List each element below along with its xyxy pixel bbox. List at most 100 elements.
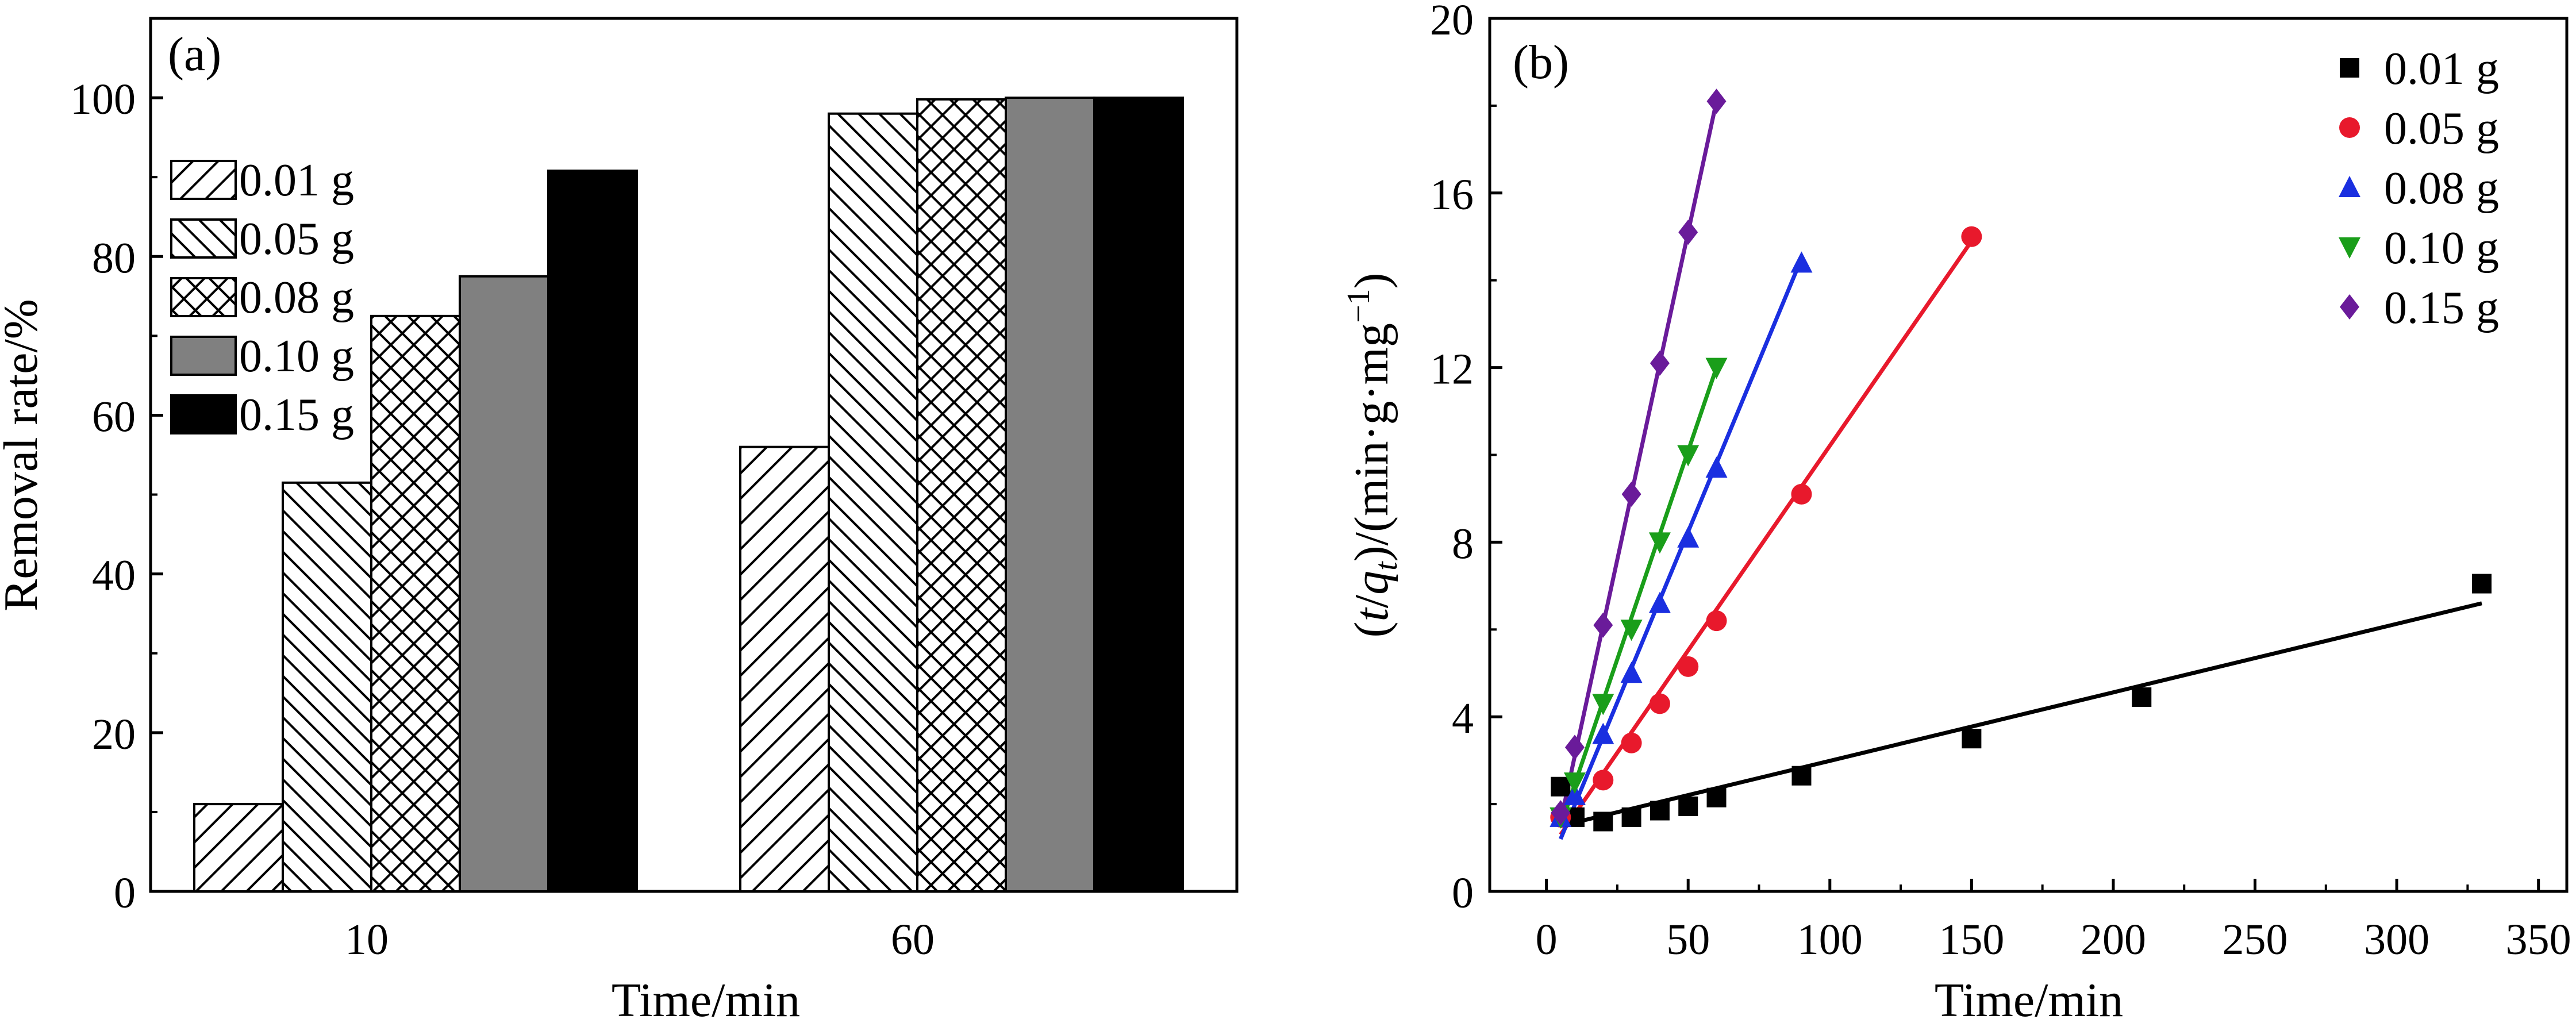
legend-label: 0.05 g [2384,103,2499,154]
y-axis-label-a: Removal rate/% [0,299,48,611]
point-0-05-g [1678,656,1699,677]
point-0-15-g [1621,481,1641,507]
point-0-10-g [1620,620,1643,641]
x-tick-label: 50 [1666,916,1710,964]
legend-marker [2339,117,2360,138]
y-label-open: ( [1345,622,1398,638]
x-tick-label: 350 [2506,916,2571,964]
point-0-10-g [1563,772,1586,794]
y-tick-label: 20 [92,710,136,759]
y-tick-label: 40 [92,552,136,600]
legend-label: 0.15 g [2384,283,2499,333]
legend-marker [2339,237,2360,259]
y-tick-label: 4 [1452,694,1474,743]
data-points-b [1550,89,2492,832]
bar-0-08-g-t60 [916,98,1007,893]
bar-0-05-g-t10 [282,481,372,893]
point-0-10-g [1592,694,1614,716]
bar-0-10-g-t10 [459,275,549,893]
bar-0-01-g-t60 [739,445,830,893]
point-0-01-g [1650,801,1670,821]
point-0-08-g [1705,456,1728,478]
point-0-01-g [1621,807,1641,827]
y-tick-label: 100 [70,75,136,124]
point-0-08-g [1677,526,1700,548]
y-label-close: ) [1345,272,1398,289]
y-tick-label: 12 [1430,345,1474,394]
y-label-slash: / [1345,594,1398,608]
x-tick-label: 100 [1797,916,1863,964]
legend-label: 0.01 g [2384,44,2499,94]
legend-a: 0.01 g 0.05 g 0.08 g 0.10 g 0.15 g [170,155,354,440]
point-0-01-g [1678,796,1698,816]
plot-frame-a [149,17,1239,893]
y-axis-label-b: (t/qt)/(min·g·mg−1) [1341,272,1404,637]
x-tick-label: 200 [2081,916,2146,964]
y-label-superscript: −1 [1341,289,1377,323]
x-axis-label-b: Time/min [1935,974,2123,1023]
point-0-10-g [1648,532,1671,554]
legend-swatch [170,218,237,259]
y-axis-ticks-b: 0 4 8 12 16 20 [1430,0,1502,917]
point-0-05-g [1961,226,1982,247]
x-tick-label: 300 [2364,916,2429,964]
y-label-mid: )/(min·g·mg [1345,323,1398,562]
point-0-01-g [1551,776,1571,797]
fit-line-0-15-g [1558,101,1718,822]
panel-a-bar-chart: 0 20 40 60 80 100 10 60 0.01 g 0.05 g 0.08 g 0.10… [0,17,1239,1023]
legend-marker [2340,58,2359,78]
fit-lines-b [1558,101,2482,840]
bar-0-05-g-t60 [828,112,918,893]
point-0-05-g [1621,732,1642,753]
point-0-08-g [1592,722,1614,744]
point-0-01-g [2132,687,2152,707]
point-0-15-g [1678,220,1698,245]
bars-a [193,97,1184,893]
legend-swatch [170,394,237,434]
legend-label: 0.10 g [2384,223,2499,274]
legend-swatch [170,160,237,200]
y-tick-label: 60 [92,393,136,441]
bar-0-10-g-t60 [1005,97,1095,893]
point-0-01-g [1791,766,1812,786]
point-0-15-g [1551,800,1571,826]
legend-marker [2340,294,2359,320]
legend-label: 0.05 g [239,214,354,264]
point-0-15-g [1593,612,1613,638]
panel-label-a: (a) [168,28,221,81]
y-tick-label: 16 [1430,171,1474,219]
point-0-08-g [1648,591,1671,613]
y-tick-label: 80 [92,234,136,282]
legend-swatch [170,336,237,376]
point-0-10-g [1677,445,1700,467]
legend-label: 0.08 g [239,272,354,323]
legend-label: 0.10 g [239,331,354,382]
point-0-08-g [1563,783,1586,805]
point-0-05-g [1791,483,1812,505]
legend-b: 0.01 g 0.05 g 0.08 g 0.10 g 0.15 g [2339,44,2499,333]
x-tick-label: 0 [1536,916,1558,964]
x-axis-label-a: Time/min [612,974,800,1023]
x-axis-ticks-a: 10 60 [345,916,935,964]
legend-label: 0.01 g [239,155,354,206]
bar-0-15-g-t60 [1093,97,1184,893]
x-tick-label: 250 [2223,916,2288,964]
point-0-01-g [1962,729,1982,749]
x-axis-ticks-b: 0 50 100 150 200 250 300 350 [1536,879,2571,964]
point-0-08-g [1620,662,1643,683]
legend-marker [2339,176,2360,197]
point-0-01-g [1593,812,1613,832]
point-0-05-g [1593,770,1614,791]
point-0-01-g [1706,787,1727,807]
y-label-t: t [1345,607,1398,622]
legend-label: 0.08 g [2384,163,2499,214]
bar-0-08-g-t10 [370,314,461,893]
y-tick-label: 20 [1430,0,1474,44]
x-tick-label: 150 [1939,916,2004,964]
y-label-q-subscript: t [1368,561,1404,571]
bar-0-15-g-t10 [547,170,638,893]
x-tick-label: 10 [345,916,389,964]
y-label-q: q [1345,571,1398,595]
